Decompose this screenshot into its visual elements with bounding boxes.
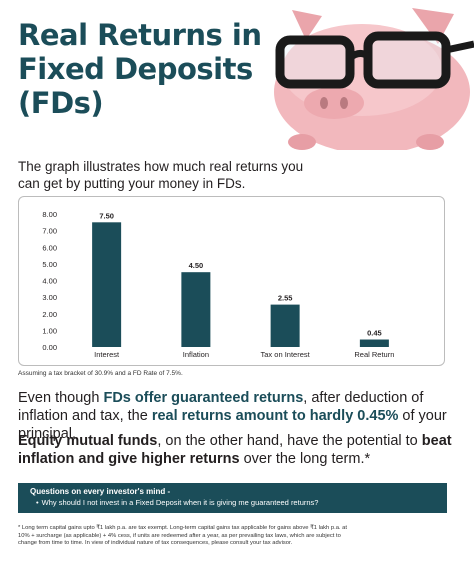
x-category-label: Tax on Interest — [261, 350, 311, 359]
bar-value-label: 0.45 — [367, 329, 382, 338]
para2-text-2: over the long term.* — [239, 451, 371, 467]
x-category-label: Interest — [94, 350, 120, 359]
para1-bold-2: real returns amount to hardly 0.45% — [151, 408, 399, 424]
pig-ear-left-icon — [292, 10, 322, 40]
y-tick-label: 2.00 — [42, 310, 57, 319]
bar-chart: 8.00 7.00 6.00 5.00 4.00 3.00 2.00 1.00 0.00 7.50… — [42, 210, 394, 359]
y-tick-label: 3.00 — [42, 293, 57, 302]
para2-bold-2: beat inflation and give higher returns — [18, 433, 452, 467]
para1-text-1: Even though — [18, 390, 104, 406]
chart-footnote: Assuming a tax bracket of 30.9% and a FD… — [18, 370, 183, 377]
para1-text-2: , after deduction of inflation and tax, … — [18, 390, 424, 424]
bar-value-label: 4.50 — [189, 261, 204, 270]
y-tick-label: 5.00 — [42, 260, 57, 269]
x-category-label: Real Return — [354, 350, 394, 359]
bar — [359, 339, 389, 347]
paragraph-fd-returns: Even though FDs offer guaranteed returns… — [18, 389, 458, 443]
bar — [181, 272, 211, 347]
questions-box: Questions on every investor's mind - • Wh… — [18, 483, 447, 513]
nostril-left-icon — [320, 97, 328, 109]
title-line-2: Fixed Deposits — [18, 52, 253, 86]
question-text: Why should I not invest in a Fixed Depos… — [41, 498, 319, 507]
tax-disclaimer: * Long term capital gains upto ₹1 lakh p… — [18, 525, 347, 546]
y-tick-label: 4.00 — [42, 277, 57, 286]
piggy-bank-illustration — [274, 8, 474, 150]
nostril-right-icon — [340, 97, 348, 109]
para1-text-3: of your principal. — [18, 408, 447, 442]
pig-leg-back-icon — [416, 134, 444, 150]
x-category-label: Inflation — [183, 350, 209, 359]
bar-value-label: 7.50 — [99, 211, 114, 220]
title-line-1: Real Returns in — [18, 18, 262, 52]
chart-container: 8.00 7.00 6.00 5.00 4.00 3.00 2.00 1.00 0.00 7.50… — [18, 196, 445, 366]
bullet-icon: • — [36, 498, 39, 507]
page-title: Real Returns in Fixed Deposits (FDs) — [18, 18, 268, 120]
y-tick-label: 8.00 — [42, 210, 57, 219]
question-item: • Why should I not invest in a Fixed Depo… — [30, 497, 435, 508]
pig-ear-icon — [412, 8, 454, 44]
glasses-icon — [275, 31, 474, 89]
y-tick-label: 7.00 — [42, 227, 57, 236]
y-tick-label: 1.00 — [42, 326, 57, 335]
y-tick-label: 6.00 — [42, 243, 57, 252]
bar-value-label: 2.55 — [278, 294, 293, 303]
bar — [92, 222, 122, 347]
para2-text-1: , on the other hand, have the potential … — [157, 433, 422, 449]
pig-leg-icon — [288, 134, 316, 150]
paragraph-equity-funds: Equity mutual funds, on the other hand, … — [18, 432, 458, 468]
para1-bold-1: FDs offer guaranteed returns — [103, 390, 304, 406]
bar — [270, 304, 300, 347]
y-tick-label: 0.00 — [42, 343, 57, 352]
para2-bold-1: Equity mutual funds — [18, 433, 158, 449]
questions-title: Questions on every investor's mind - — [30, 487, 171, 496]
pig-snout-icon — [304, 87, 364, 119]
title-line-3: (FDs) — [18, 86, 104, 120]
intro-text: The graph illustrates how much real retu… — [18, 159, 304, 191]
